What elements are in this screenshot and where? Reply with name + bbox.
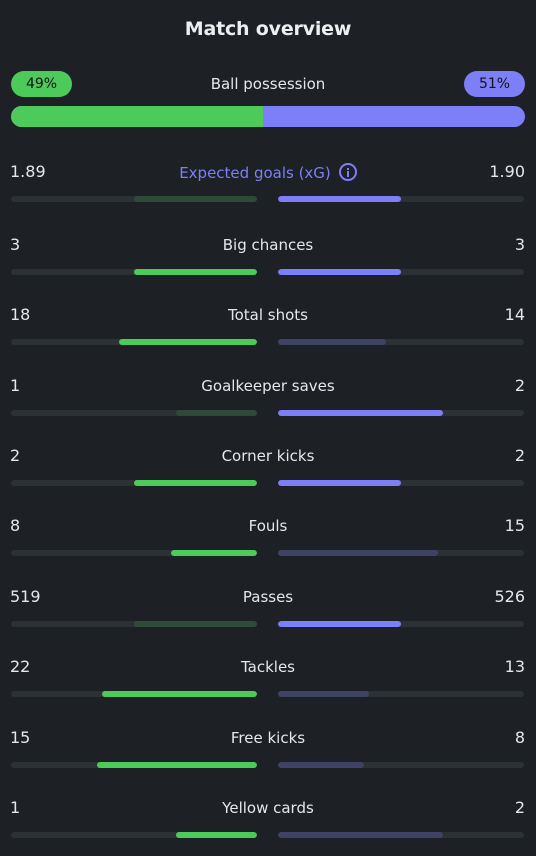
away-stat-fill [278, 550, 438, 556]
home-possession-fill [11, 106, 263, 127]
home-stat-bar [11, 269, 257, 275]
info-icon[interactable] [338, 163, 357, 181]
stat-name-label: Free kicks [230, 729, 306, 747]
home-value: 18 [10, 305, 31, 324]
home-stat-fill [170, 550, 257, 556]
stat-row: 3 Big chances 3 [0, 233, 536, 283]
home-stat-fill [119, 339, 257, 345]
possession-label: Ball possession [210, 75, 326, 93]
away-value: 526 [494, 587, 525, 606]
home-stat-fill [175, 410, 257, 416]
stat-name: Passes [0, 588, 536, 606]
home-value: 519 [10, 587, 41, 606]
home-value: 1 [10, 798, 21, 817]
away-stat-fill [278, 269, 401, 275]
home-stat-bar [11, 550, 257, 556]
away-stat-fill [278, 480, 401, 486]
away-stat-bar [278, 832, 524, 838]
page-title: Match overview [184, 18, 352, 40]
home-stat-bar [11, 762, 257, 768]
stat-name: Goalkeeper saves [0, 377, 536, 395]
home-stat-bar [11, 621, 257, 627]
stat-row: 15 Free kicks 8 [0, 726, 536, 776]
home-possession-badge: 49% [11, 71, 72, 97]
home-value: 2 [10, 446, 21, 465]
away-value: 14 [504, 305, 525, 324]
home-stat-fill [134, 621, 257, 627]
stat-name-label: Yellow cards [222, 799, 314, 817]
away-possession-badge: 51% [464, 71, 525, 97]
stat-name: Yellow cards [0, 799, 536, 817]
home-stat-bar [11, 691, 257, 697]
stat-name: Big chances [0, 236, 536, 254]
home-stat-fill [102, 691, 257, 697]
away-stat-bar [278, 410, 524, 416]
away-stat-bar [278, 762, 524, 768]
home-stat-fill [134, 269, 257, 275]
away-stat-bar [278, 550, 524, 556]
stat-name-label: Fouls [248, 517, 288, 535]
home-stat-bar [11, 480, 257, 486]
away-value: 15 [504, 516, 525, 535]
home-stat-bar [11, 832, 257, 838]
stat-row: 18 Total shots 14 [0, 303, 536, 353]
away-stat-bar [278, 621, 524, 627]
possession-bar [11, 106, 525, 127]
stat-name: Fouls [0, 517, 536, 535]
stat-name: Corner kicks [0, 447, 536, 465]
stat-row: 1 Goalkeeper saves 2 [0, 374, 536, 424]
away-stat-fill [278, 691, 370, 697]
away-value: 2 [514, 798, 525, 817]
stat-row: 2 Corner kicks 2 [0, 444, 536, 494]
away-value: 8 [514, 728, 525, 747]
stat-row: 519 Passes 526 [0, 585, 536, 635]
stat-row: 1.89 Expected goals (xG) 1.90 [0, 160, 536, 210]
away-stat-fill [278, 762, 365, 768]
away-stat-bar [278, 480, 524, 486]
stat-row: 1 Yellow cards 2 [0, 796, 536, 846]
stat-name-label: Big chances [222, 236, 314, 254]
home-stat-fill [134, 480, 257, 486]
stat-name-label: Tackles [240, 658, 296, 676]
home-stat-fill [97, 762, 257, 768]
home-stat-fill [175, 832, 257, 838]
away-stat-fill [278, 410, 443, 416]
stat-name-label: Total shots [228, 306, 308, 324]
home-value: 8 [10, 516, 21, 535]
away-stat-bar [278, 339, 524, 345]
stat-name-label: Corner kicks [221, 447, 315, 465]
away-stat-fill [278, 196, 401, 202]
home-stat-bar [11, 339, 257, 345]
away-value: 3 [514, 235, 525, 254]
stat-name: Tackles [0, 658, 536, 676]
home-value: 1 [10, 376, 21, 395]
stat-name: Free kicks [0, 729, 536, 747]
away-value: 2 [514, 446, 525, 465]
away-stat-bar [278, 691, 524, 697]
stat-row: 22 Tackles 13 [0, 655, 536, 705]
home-value: 22 [10, 657, 31, 676]
away-value: 1.90 [489, 162, 525, 181]
stat-row: 8 Fouls 15 [0, 514, 536, 564]
away-value: 13 [504, 657, 525, 676]
away-stat-bar [278, 196, 524, 202]
stat-name-label: Goalkeeper saves [201, 377, 335, 395]
home-value: 1.89 [10, 162, 46, 181]
stat-name: Total shots [0, 306, 536, 324]
away-stat-bar [278, 269, 524, 275]
stat-name[interactable]: Expected goals (xG) [0, 163, 536, 182]
home-stat-fill [134, 196, 257, 202]
stat-name-label: Expected goals (xG) [179, 164, 331, 182]
stat-name-label: Passes [242, 588, 294, 606]
home-value: 3 [10, 235, 21, 254]
away-value: 2 [514, 376, 525, 395]
away-stat-fill [278, 339, 387, 345]
away-stat-fill [278, 621, 401, 627]
home-stat-bar [11, 196, 257, 202]
away-stat-fill [278, 832, 443, 838]
home-stat-bar [11, 410, 257, 416]
home-value: 15 [10, 728, 31, 747]
